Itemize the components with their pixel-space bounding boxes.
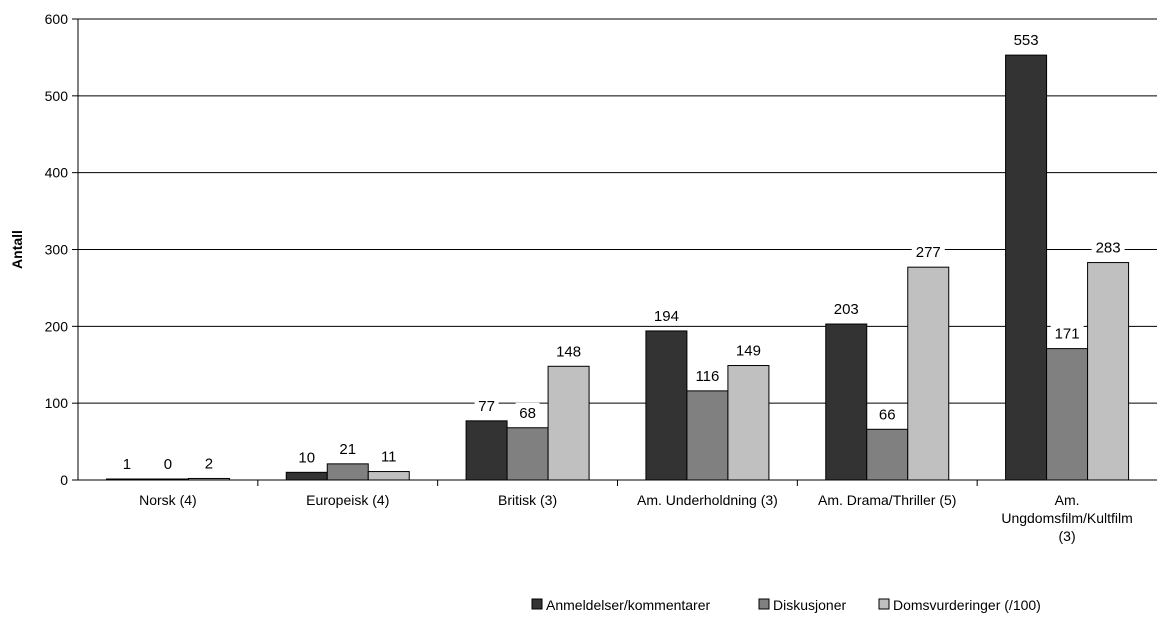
bar [1005,54,1048,481]
data-label-bg [911,242,945,262]
data-label: 0 [164,456,172,473]
data-label: 10 [298,449,315,466]
data-label: 2 [205,455,213,472]
x-tick-label: Ungdomsfilm/Kultfilm [1001,510,1132,526]
data-label-bg [875,404,900,424]
data-label: 171 [1055,326,1080,343]
legend-label: Domsvurderinger (/100) [893,597,1041,613]
bar [465,420,508,481]
data-label-bg [690,365,724,385]
data-label-bg [119,454,135,473]
legend-label: Diskusjoner [773,597,846,613]
y-tick-label: 0 [60,472,68,488]
data-label-bg [474,395,499,415]
x-tick-label: Am. [1055,492,1080,508]
data-label-bg [649,305,683,325]
data-label-bg [335,438,360,458]
x-tick-label: (3) [1059,528,1076,544]
data-label-bg [552,341,586,361]
y-tick-label: 600 [45,11,69,27]
data-label-bg [201,453,217,473]
data-label: 283 [1096,240,1121,257]
x-tick-label: Am. Drama/Thriller (5) [818,492,956,508]
data-label: 116 [695,368,719,385]
data-label-bg [1050,323,1084,343]
legend: Anmeldelser/kommentarer Diskusjoner Domsvu… [531,597,1041,613]
y-tick-label: 500 [45,88,69,104]
data-label: 194 [654,308,679,325]
legend-swatch [758,598,770,610]
data-label: 11 [381,449,397,466]
bar [1087,262,1130,481]
x-tick-label: Norsk (4) [139,492,197,508]
bar [146,478,189,481]
bars [105,54,1130,481]
bar [1046,348,1089,481]
y-axis-label: Antall [9,230,25,269]
legend-label: Anmeldelser/kommentarer [546,597,711,613]
data-label: 66 [879,406,896,423]
bar [285,471,328,481]
data-label-bg [731,340,765,360]
data-label-bg [1091,237,1125,257]
data-label: 149 [736,343,761,360]
data-label-bg [515,402,540,422]
gridlines [72,18,1157,481]
x-tick-label: Europeisk (4) [306,492,389,508]
data-label: 203 [834,301,859,318]
data-label: 1 [123,456,131,473]
data-label: 21 [339,441,356,458]
legend-swatch [878,598,890,610]
legend-swatch [531,598,543,610]
x-tick-label: Britisk (3) [498,492,557,508]
data-label: 277 [916,244,941,261]
bar [727,365,770,481]
data-label-bg [294,447,319,467]
y-tick-label: 100 [45,395,69,411]
x-tick-label: Am. Underholdning (3) [637,492,778,508]
data-label-bg [1009,30,1043,50]
bar [645,330,688,481]
y-tick-label: 300 [45,242,69,258]
data-label: 68 [519,405,536,422]
data-label-bg [376,446,401,466]
data-label-bg [829,299,863,319]
bar [547,365,590,481]
bar [907,266,950,481]
y-tick-label: 200 [45,318,69,334]
data-label: 553 [1014,32,1039,49]
bar [866,428,909,481]
data-label-bg [160,454,176,473]
data-label: 148 [556,343,581,360]
bar [686,390,729,481]
y-tick-label: 400 [45,165,69,181]
data-label: 77 [478,398,495,415]
bar [187,477,230,481]
bar [825,323,868,481]
bar [105,478,148,481]
bar [367,471,410,481]
bar [326,463,369,481]
bar [506,427,549,481]
